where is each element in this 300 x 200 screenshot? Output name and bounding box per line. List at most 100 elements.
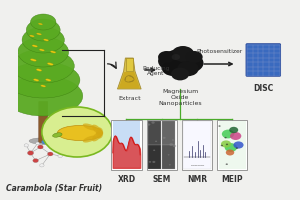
Ellipse shape (7, 62, 80, 98)
Bar (148, 121, 161, 145)
Circle shape (172, 54, 180, 60)
Circle shape (169, 164, 171, 165)
Ellipse shape (44, 39, 49, 41)
Bar (148, 145, 161, 169)
Circle shape (229, 127, 238, 133)
Ellipse shape (50, 51, 56, 53)
Text: MEIP: MEIP (221, 175, 243, 184)
Circle shape (218, 125, 220, 127)
Circle shape (168, 154, 169, 155)
Text: Photosensitizer: Photosensitizer (196, 49, 242, 54)
Ellipse shape (30, 59, 36, 61)
Circle shape (152, 121, 155, 124)
Text: Carambola (Star Fruit): Carambola (Star Fruit) (7, 184, 103, 194)
Circle shape (27, 151, 34, 155)
Text: XRD: XRD (117, 175, 136, 184)
Circle shape (226, 144, 228, 145)
Ellipse shape (83, 136, 97, 143)
Circle shape (226, 163, 228, 165)
Ellipse shape (29, 138, 57, 144)
Circle shape (221, 140, 231, 148)
Circle shape (176, 53, 203, 73)
Circle shape (40, 164, 44, 167)
Circle shape (162, 49, 198, 75)
Text: NMR: NMR (187, 175, 207, 184)
Circle shape (36, 142, 40, 145)
Ellipse shape (47, 63, 53, 65)
Circle shape (226, 150, 234, 156)
Circle shape (221, 145, 223, 146)
Circle shape (163, 137, 166, 139)
Bar (126, 58, 133, 71)
Ellipse shape (31, 14, 56, 30)
Ellipse shape (38, 23, 42, 25)
Ellipse shape (36, 69, 42, 71)
Bar (162, 121, 175, 145)
Circle shape (236, 147, 238, 149)
Circle shape (230, 132, 241, 140)
Ellipse shape (46, 79, 51, 81)
Ellipse shape (57, 126, 103, 140)
Ellipse shape (26, 19, 60, 41)
Circle shape (147, 123, 150, 126)
Ellipse shape (37, 33, 41, 35)
FancyBboxPatch shape (246, 44, 281, 76)
FancyBboxPatch shape (219, 121, 246, 169)
Circle shape (158, 51, 185, 71)
Circle shape (149, 161, 151, 163)
Text: DISC: DISC (253, 84, 273, 92)
FancyBboxPatch shape (111, 120, 142, 170)
Ellipse shape (92, 132, 102, 141)
Circle shape (233, 141, 244, 149)
Circle shape (173, 145, 176, 147)
Circle shape (172, 139, 174, 141)
Circle shape (24, 144, 28, 147)
Circle shape (33, 159, 38, 163)
Polygon shape (118, 72, 140, 88)
Ellipse shape (52, 133, 62, 137)
Ellipse shape (18, 37, 69, 67)
Circle shape (155, 141, 157, 142)
Ellipse shape (39, 49, 44, 51)
Circle shape (186, 51, 203, 63)
Circle shape (58, 154, 62, 158)
FancyBboxPatch shape (183, 121, 211, 169)
Ellipse shape (41, 85, 46, 87)
Circle shape (42, 107, 112, 157)
Circle shape (158, 51, 175, 63)
Circle shape (169, 143, 173, 146)
Ellipse shape (30, 35, 34, 37)
Circle shape (224, 137, 227, 138)
FancyBboxPatch shape (217, 120, 247, 170)
Circle shape (177, 61, 199, 76)
Bar (162, 145, 175, 169)
Ellipse shape (12, 49, 74, 83)
Circle shape (38, 145, 43, 149)
Circle shape (47, 152, 53, 156)
Circle shape (225, 143, 237, 152)
Text: Reducing
Agent: Reducing Agent (142, 66, 170, 76)
Text: Magnesium
Oxide
Nanoparticles: Magnesium Oxide Nanoparticles (158, 89, 202, 106)
Circle shape (41, 140, 48, 144)
Circle shape (171, 68, 189, 80)
Ellipse shape (22, 27, 64, 53)
Text: ────────: ──────── (190, 164, 203, 168)
Ellipse shape (32, 45, 38, 47)
Ellipse shape (83, 123, 97, 130)
Ellipse shape (96, 128, 103, 138)
FancyBboxPatch shape (182, 120, 212, 170)
Ellipse shape (4, 76, 83, 116)
Circle shape (55, 144, 60, 148)
FancyBboxPatch shape (113, 121, 140, 169)
FancyBboxPatch shape (39, 101, 48, 143)
Polygon shape (117, 58, 141, 89)
Ellipse shape (92, 125, 102, 134)
Text: SEM: SEM (153, 175, 171, 184)
Text: Extract: Extract (118, 96, 141, 101)
Circle shape (222, 130, 234, 138)
Ellipse shape (34, 79, 39, 81)
Circle shape (153, 150, 155, 151)
Circle shape (172, 46, 194, 62)
FancyBboxPatch shape (147, 120, 177, 170)
Circle shape (162, 60, 184, 76)
